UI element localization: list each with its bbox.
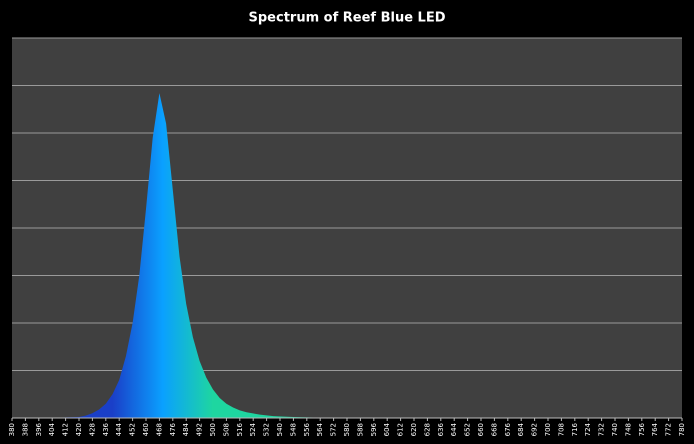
x-tick-label: 580 (343, 423, 351, 436)
x-tick-label: 772 (665, 423, 673, 436)
x-tick-label: 700 (544, 423, 552, 436)
x-tick-label: 724 (584, 422, 592, 436)
x-tick-label: 636 (437, 422, 445, 436)
x-tick-label: 436 (102, 422, 110, 436)
x-tick-label: 500 (209, 423, 217, 436)
x-tick-label: 780 (678, 423, 686, 436)
x-tick-label: 660 (477, 423, 485, 436)
x-tick-label: 748 (624, 423, 632, 436)
x-tick-label: 732 (598, 423, 606, 436)
x-tick-label: 644 (450, 422, 458, 436)
x-tick-label: 468 (155, 423, 163, 436)
x-tick-label: 604 (383, 422, 391, 436)
x-tick-label: 620 (410, 423, 418, 436)
x-tick-label: 756 (638, 422, 646, 436)
x-tick-label: 524 (249, 422, 257, 436)
x-tick-label: 684 (517, 422, 525, 436)
x-tick-label: 532 (263, 423, 271, 436)
x-tick-label: 516 (236, 422, 244, 436)
x-tick-label: 452 (129, 423, 137, 436)
x-tick-label: 708 (557, 423, 565, 436)
x-tick-label: 428 (88, 423, 96, 436)
x-tick-label: 764 (651, 422, 659, 436)
spectrum-area (12, 93, 682, 418)
x-tick-label: 652 (464, 423, 472, 436)
x-tick-label: 396 (35, 422, 43, 436)
x-tick-label: 484 (182, 422, 190, 436)
x-tick-label: 540 (276, 423, 284, 436)
x-tick-label: 628 (423, 423, 431, 436)
x-tick-label: 388 (21, 423, 29, 436)
x-tick-label: 564 (316, 422, 324, 436)
x-tick-label: 420 (75, 423, 83, 436)
x-tick-label: 716 (571, 422, 579, 436)
x-tick-label: 676 (504, 422, 512, 436)
x-tick-label: 548 (289, 423, 297, 436)
x-tick-label: 412 (62, 423, 70, 436)
x-tick-label: 612 (397, 423, 405, 436)
chart-title: Spectrum of Reef Blue LED (249, 11, 446, 26)
x-tick-label: 740 (611, 423, 619, 436)
x-tick-label: 508 (222, 423, 230, 436)
x-tick-label: 668 (490, 423, 498, 436)
x-tick-label: 596 (370, 422, 378, 436)
x-tick-label: 380 (8, 423, 16, 436)
x-tick-label: 460 (142, 423, 150, 436)
x-tick-label: 692 (531, 423, 539, 436)
x-tick-label: 572 (330, 423, 338, 436)
x-tick-label: 444 (115, 422, 123, 436)
x-tick-label: 556 (303, 422, 311, 436)
x-tick-label: 404 (48, 422, 56, 436)
x-tick-label: 476 (169, 422, 177, 436)
x-tick-label: 492 (196, 423, 204, 436)
x-tick-label: 588 (356, 423, 364, 436)
